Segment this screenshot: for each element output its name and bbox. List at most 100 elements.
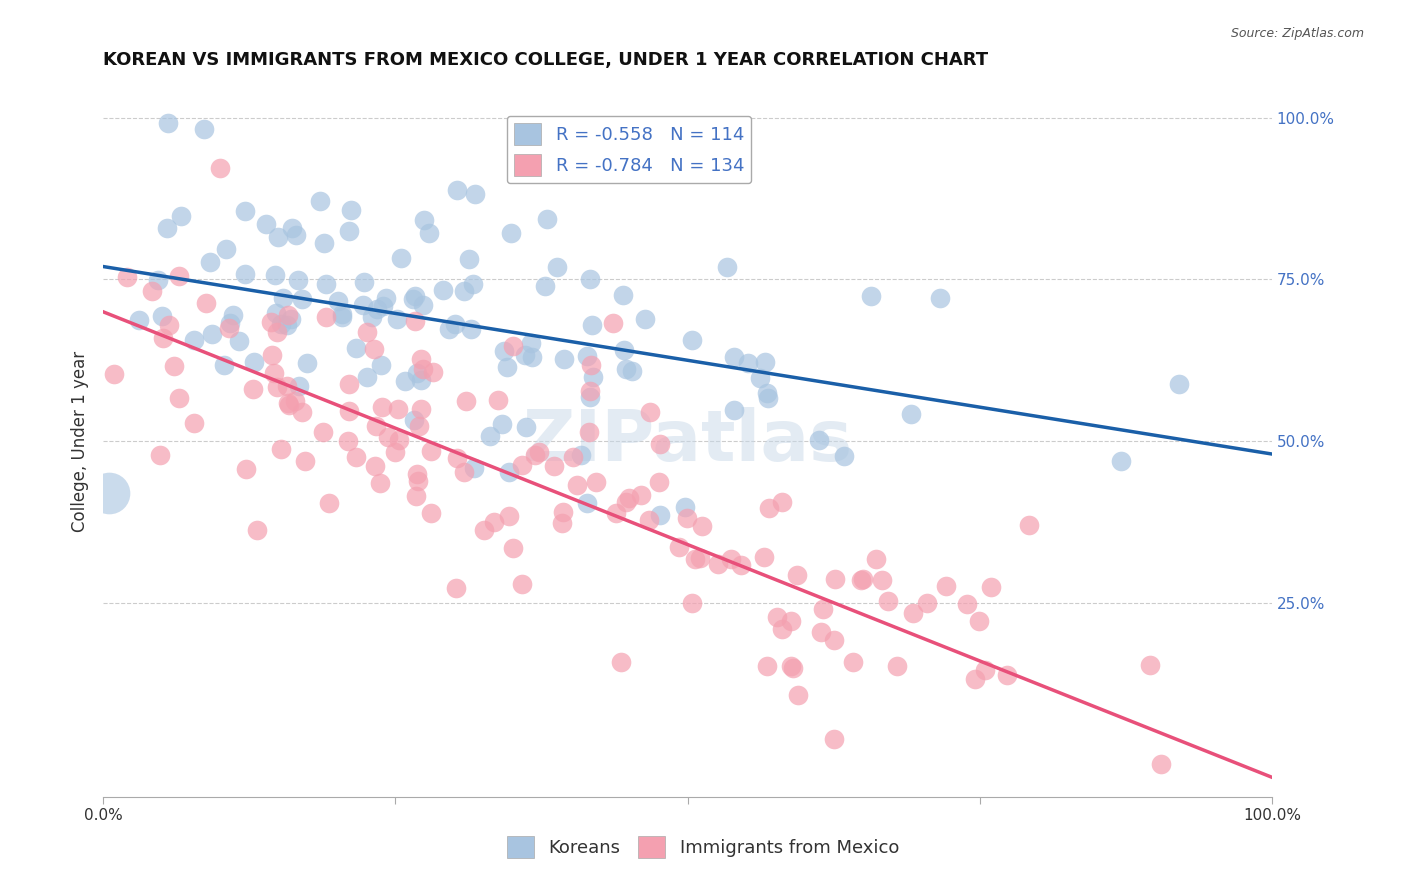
Point (498, 465, 520, 479)
Point (281, 221, 304, 235)
Point (242, 382, 264, 396)
Point (681, 333, 703, 347)
Point (368, 475, 391, 490)
Point (752, 549, 775, 564)
Point (260, 315, 283, 329)
Point (749, 370, 772, 384)
Point (585, 475, 607, 489)
Point (478, 429, 501, 443)
Point (263, 366, 285, 380)
Point (582, 369, 605, 384)
Point (315, 310, 337, 324)
Point (315, 277, 337, 292)
Point (562, 450, 585, 465)
Point (242, 355, 264, 369)
Point (1150, 757, 1173, 772)
Point (813, 602, 835, 616)
Point (183, 416, 205, 430)
Legend: R = -0.558   N = 114, R = -0.784   N = 134: R = -0.558 N = 114, R = -0.784 N = 134 (506, 116, 751, 184)
Point (402, 413, 425, 427)
Point (344, 341, 367, 355)
Point (689, 551, 711, 566)
Point (673, 500, 696, 515)
Point (163, 359, 186, 373)
Point (779, 615, 801, 629)
Point (974, 663, 997, 677)
Point (614, 361, 637, 376)
Point (617, 491, 640, 505)
Point (363, 343, 385, 357)
Point (581, 318, 603, 333)
Point (723, 403, 745, 417)
Point (198, 254, 221, 268)
Point (502, 339, 524, 353)
Point (280, 312, 302, 326)
Point (291, 292, 314, 306)
Point (886, 659, 908, 673)
Point (288, 379, 311, 393)
Point (356, 325, 378, 339)
Point (515, 348, 537, 362)
Point (786, 567, 808, 582)
Point (366, 301, 388, 316)
Point (692, 519, 714, 533)
Point (496, 359, 519, 374)
Point (491, 417, 513, 431)
Point (389, 251, 412, 265)
Point (648, 437, 671, 451)
Point (157, 318, 180, 333)
Point (472, 524, 495, 538)
Point (336, 434, 359, 449)
Point (387, 311, 409, 326)
Point (344, 450, 367, 464)
Point (287, 273, 309, 287)
Point (284, 394, 307, 409)
Point (579, 384, 602, 398)
Point (842, 655, 865, 669)
Point (1167, 377, 1189, 392)
Point (402, 293, 425, 307)
Point (553, 352, 575, 367)
Point (575, 496, 598, 510)
Point (328, 293, 350, 308)
Point (419, 443, 441, 458)
Point (128, 313, 150, 327)
Point (578, 425, 600, 440)
Point (337, 404, 360, 418)
Point (967, 614, 990, 628)
Point (218, 320, 240, 334)
Point (352, 298, 374, 312)
Point (278, 398, 301, 412)
Y-axis label: College, Under 1 year: College, Under 1 year (72, 351, 89, 532)
Point (233, 204, 256, 219)
Point (553, 505, 575, 519)
Point (409, 352, 432, 367)
Point (384, 445, 406, 459)
Point (536, 212, 558, 227)
Point (360, 310, 382, 324)
Point (529, 445, 551, 459)
Point (264, 268, 287, 282)
Point (852, 572, 875, 586)
Point (876, 594, 898, 608)
Point (498, 508, 520, 523)
Point (271, 292, 294, 306)
Point (565, 478, 588, 492)
Point (463, 460, 485, 475)
Point (808, 433, 831, 447)
Point (254, 218, 277, 232)
Point (755, 659, 778, 673)
Point (406, 467, 429, 481)
Point (404, 314, 426, 328)
Point (169, 209, 191, 223)
Point (823, 731, 845, 746)
Point (266, 325, 288, 339)
Point (221, 309, 243, 323)
Point (810, 624, 832, 639)
Point (900, 407, 922, 421)
Point (262, 348, 284, 362)
Point (756, 392, 779, 406)
Point (387, 401, 409, 416)
Point (832, 450, 855, 464)
Point (311, 425, 333, 439)
